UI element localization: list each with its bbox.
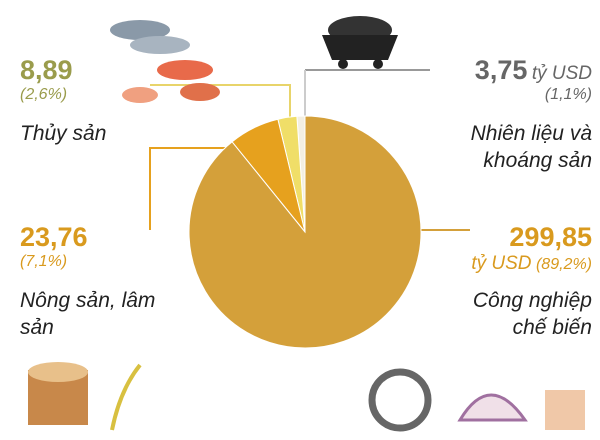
percent-line: (1,1%) <box>402 86 592 110</box>
pie-slice <box>188 115 422 349</box>
category-name: Nhiên liệu và khoáng sản <box>470 122 592 172</box>
industry-icon <box>368 368 585 432</box>
fish-icon <box>110 20 220 103</box>
percent-label: (2,6%) <box>20 86 68 103</box>
percent-label: (89,2%) <box>535 256 592 273</box>
percent-line: tỷ USD (89,2%) <box>402 253 592 277</box>
value-line: 8,89 <box>20 55 190 86</box>
category-label: 8,89 (2,6%) Thủy sản <box>20 55 190 147</box>
category-label: 23,76 (7,1%) Nông sản, lâm sản <box>20 222 190 341</box>
category-label: 3,75 tỷ USD (1,1%) Nhiên liệu và khoáng sả… <box>402 55 592 174</box>
category-name: Công nghiệp chế biến <box>472 289 592 339</box>
value-line: 23,76 <box>20 222 190 253</box>
percent-label: (7,1%) <box>20 253 68 270</box>
wood-rice-icon <box>28 362 142 431</box>
value-label: 299,85 <box>509 222 592 252</box>
unit-label: tỷ USD <box>471 253 532 274</box>
coal-cart-icon <box>322 16 398 69</box>
value-line: 3,75 tỷ USD <box>402 55 592 86</box>
value-label: 8,89 <box>20 55 73 85</box>
percent-line: (7,1%) <box>20 253 190 277</box>
unit-label: tỷ USD <box>531 63 592 84</box>
value-label: 3,75 <box>474 55 528 85</box>
percent-label: (1,1%) <box>544 86 592 103</box>
category-label: 299,85 tỷ USD (89,2%) Công nghiệp chế biến <box>402 222 592 341</box>
value-label: 23,76 <box>20 222 88 252</box>
percent-line: (2,6%) <box>20 86 190 110</box>
value-line: 299,85 <box>402 222 592 253</box>
category-name: Nông sản, lâm sản <box>20 289 156 339</box>
category-name: Thủy sản <box>20 122 107 145</box>
